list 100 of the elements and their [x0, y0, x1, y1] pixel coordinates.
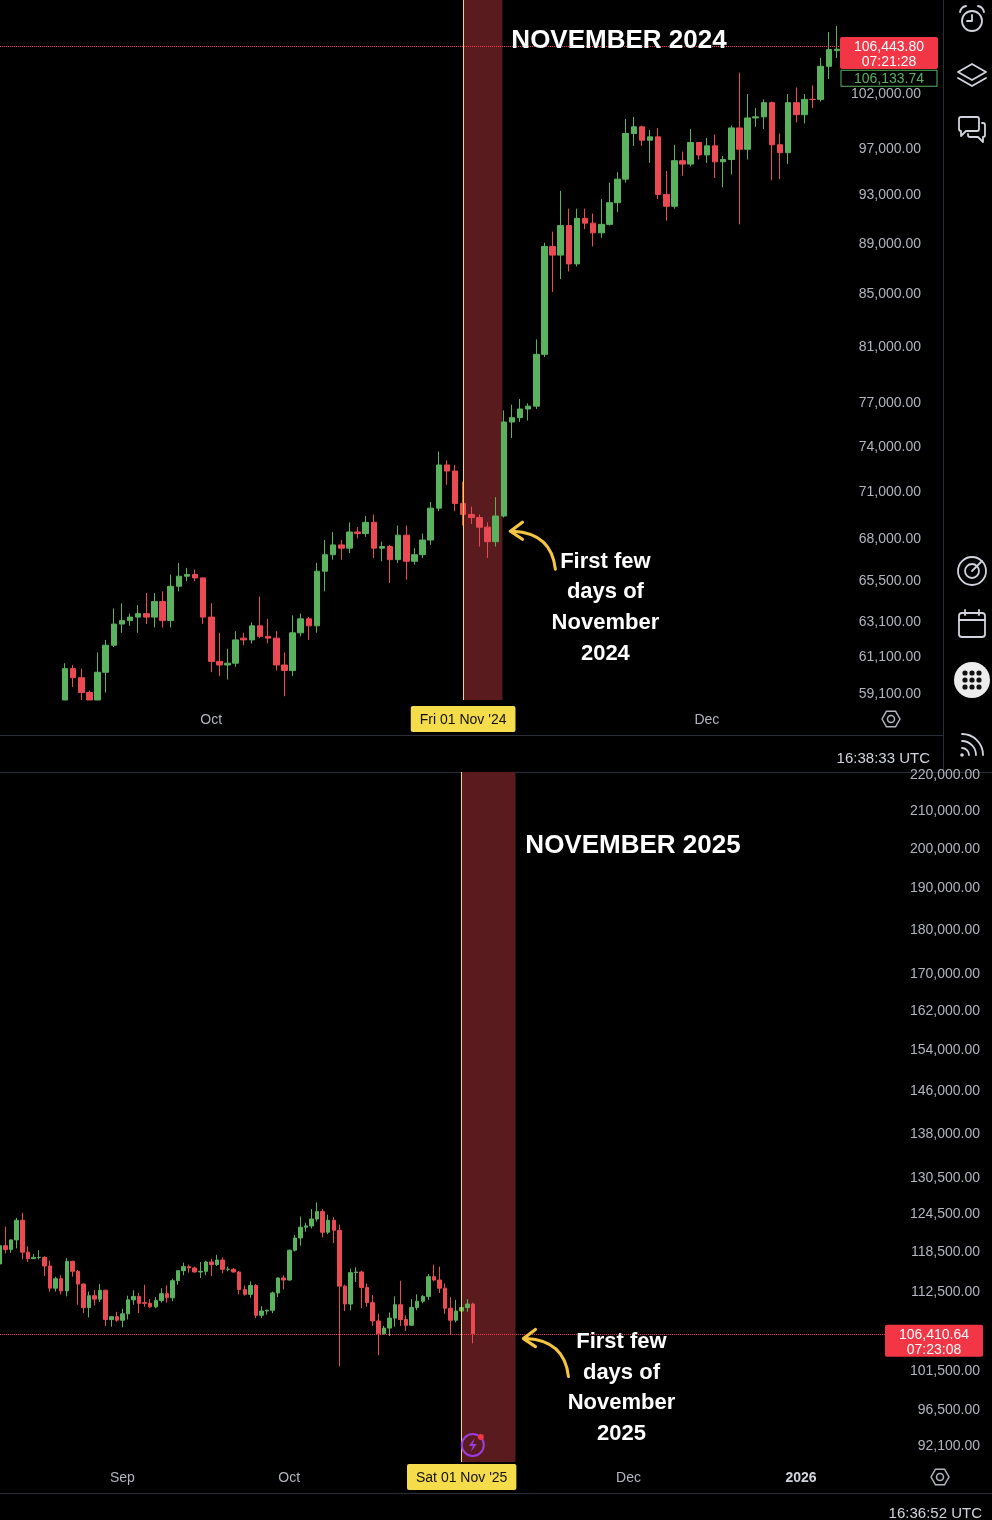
candlestick	[801, 93, 808, 124]
candlestick	[115, 1311, 119, 1323]
candlestick	[92, 1289, 97, 1306]
x-tick-label: Dec	[616, 1469, 642, 1485]
ref-line-label: 106,443.80	[853, 38, 925, 55]
candlestick	[111, 607, 117, 648]
ref-line-label: 106,410.64	[898, 1325, 970, 1342]
candlestick	[761, 98, 767, 130]
candlestick	[103, 1289, 108, 1327]
y-tick-label: 170,000.00	[909, 964, 981, 981]
candlestick	[712, 134, 718, 179]
candlestick	[65, 1257, 69, 1297]
y-tick-label: 138,000.00	[909, 1125, 981, 1142]
y-tick-label: 200,000.00	[909, 839, 981, 856]
candlestick	[809, 84, 816, 109]
y-tick-label: 102,000.00	[850, 84, 922, 101]
candlestick	[243, 1284, 247, 1297]
candlestick	[777, 133, 783, 180]
candlestick	[306, 616, 312, 641]
candlestick	[769, 101, 775, 181]
y-tick-label: 130,500.00	[909, 1168, 981, 1185]
candlestick	[590, 212, 596, 247]
candlestick	[826, 31, 832, 80]
candlestick	[326, 1214, 330, 1235]
y-tick-label: 101,500.00	[909, 1362, 981, 1379]
text: NOVEMBER 2024	[511, 24, 728, 54]
candlestick	[338, 539, 345, 561]
candlestick	[248, 1280, 253, 1299]
candlestick	[167, 574, 174, 629]
candlestick	[254, 1283, 258, 1319]
candlestick	[582, 208, 588, 230]
candlestick	[249, 621, 255, 644]
x-tick-label: 2026	[785, 1469, 817, 1485]
candlestick	[492, 496, 499, 548]
candlestick	[403, 525, 410, 581]
y-tick-label: 118,500.00	[910, 1242, 981, 1259]
y-tick-label: 162,000.00	[909, 1001, 981, 1018]
candlestick	[387, 544, 393, 584]
x-tick-label: Oct	[200, 711, 223, 727]
candlestick	[98, 1283, 102, 1303]
y-tick-label: 210,000.00	[909, 801, 981, 818]
y-tick-label: 63,100.00	[858, 612, 922, 629]
text: NOVEMBER 2025	[525, 829, 741, 859]
candlestick	[679, 151, 686, 177]
candlestick	[240, 632, 247, 646]
y-tick-label: 93,000.00	[858, 186, 922, 203]
candlestick	[176, 562, 182, 592]
y-tick-label: 85,000.00	[858, 285, 922, 302]
x-tick-label: Oct	[278, 1469, 301, 1485]
candlestick	[119, 602, 125, 634]
y-tick-label: 190,000.00	[909, 879, 981, 896]
x-tick-label: Dec	[694, 711, 720, 727]
y-tick-label: 77,000.00	[858, 393, 922, 410]
candlestick	[639, 125, 645, 147]
candlestick	[59, 1274, 63, 1295]
candlestick	[663, 170, 670, 222]
candlestick	[200, 577, 206, 625]
candlestick	[165, 1284, 169, 1304]
y-tick-label: 65,500.00	[858, 571, 922, 588]
candlestick	[720, 155, 726, 188]
y-tick-label: 61,100.00	[858, 647, 922, 664]
candlestick	[159, 590, 166, 629]
y-tick-label: 220,000.00	[909, 766, 981, 783]
candlestick	[647, 129, 653, 164]
candlestick	[785, 93, 791, 165]
annotation: 106,133.74	[853, 70, 925, 87]
candlestick	[346, 521, 353, 554]
candlestick	[395, 525, 401, 564]
y-tick-label: 97,000.00	[858, 140, 922, 157]
y-tick-label: 68,000.00	[858, 530, 922, 547]
candlestick	[184, 567, 190, 582]
candlestick	[566, 208, 572, 272]
candlestick	[696, 141, 702, 161]
candlestick	[3, 1226, 8, 1254]
candlestick	[436, 450, 442, 512]
candlestick	[517, 398, 523, 423]
candlestick	[192, 569, 198, 582]
candlestick	[655, 127, 661, 200]
candlestick	[265, 618, 271, 644]
candlestick	[525, 402, 531, 422]
text: 16:38:33 UTC	[836, 748, 931, 766]
text: 07:23:08	[906, 1340, 962, 1357]
candlestick	[379, 541, 385, 562]
text: 16:36:52 UTC	[888, 1503, 983, 1520]
candlestick	[257, 595, 263, 639]
candlestick	[281, 1274, 286, 1291]
text: 07:21:28	[861, 53, 917, 70]
candlestick	[736, 72, 743, 225]
y-tick-label: 180,000.00	[909, 920, 981, 937]
y-tick-label: 124,500.00	[909, 1204, 981, 1221]
candlestick	[704, 137, 710, 164]
y-tick-label: 74,000.00	[858, 437, 922, 454]
y-tick-label: 154,000.00	[909, 1040, 981, 1057]
y-tick-label: 112,500.00	[910, 1282, 981, 1299]
candlestick	[87, 1291, 91, 1318]
candlestick	[834, 25, 840, 59]
candlestick	[53, 1276, 58, 1293]
y-tick-label: 146,000.00	[909, 1082, 981, 1099]
candlestick	[557, 190, 564, 280]
candlestick	[314, 562, 320, 634]
